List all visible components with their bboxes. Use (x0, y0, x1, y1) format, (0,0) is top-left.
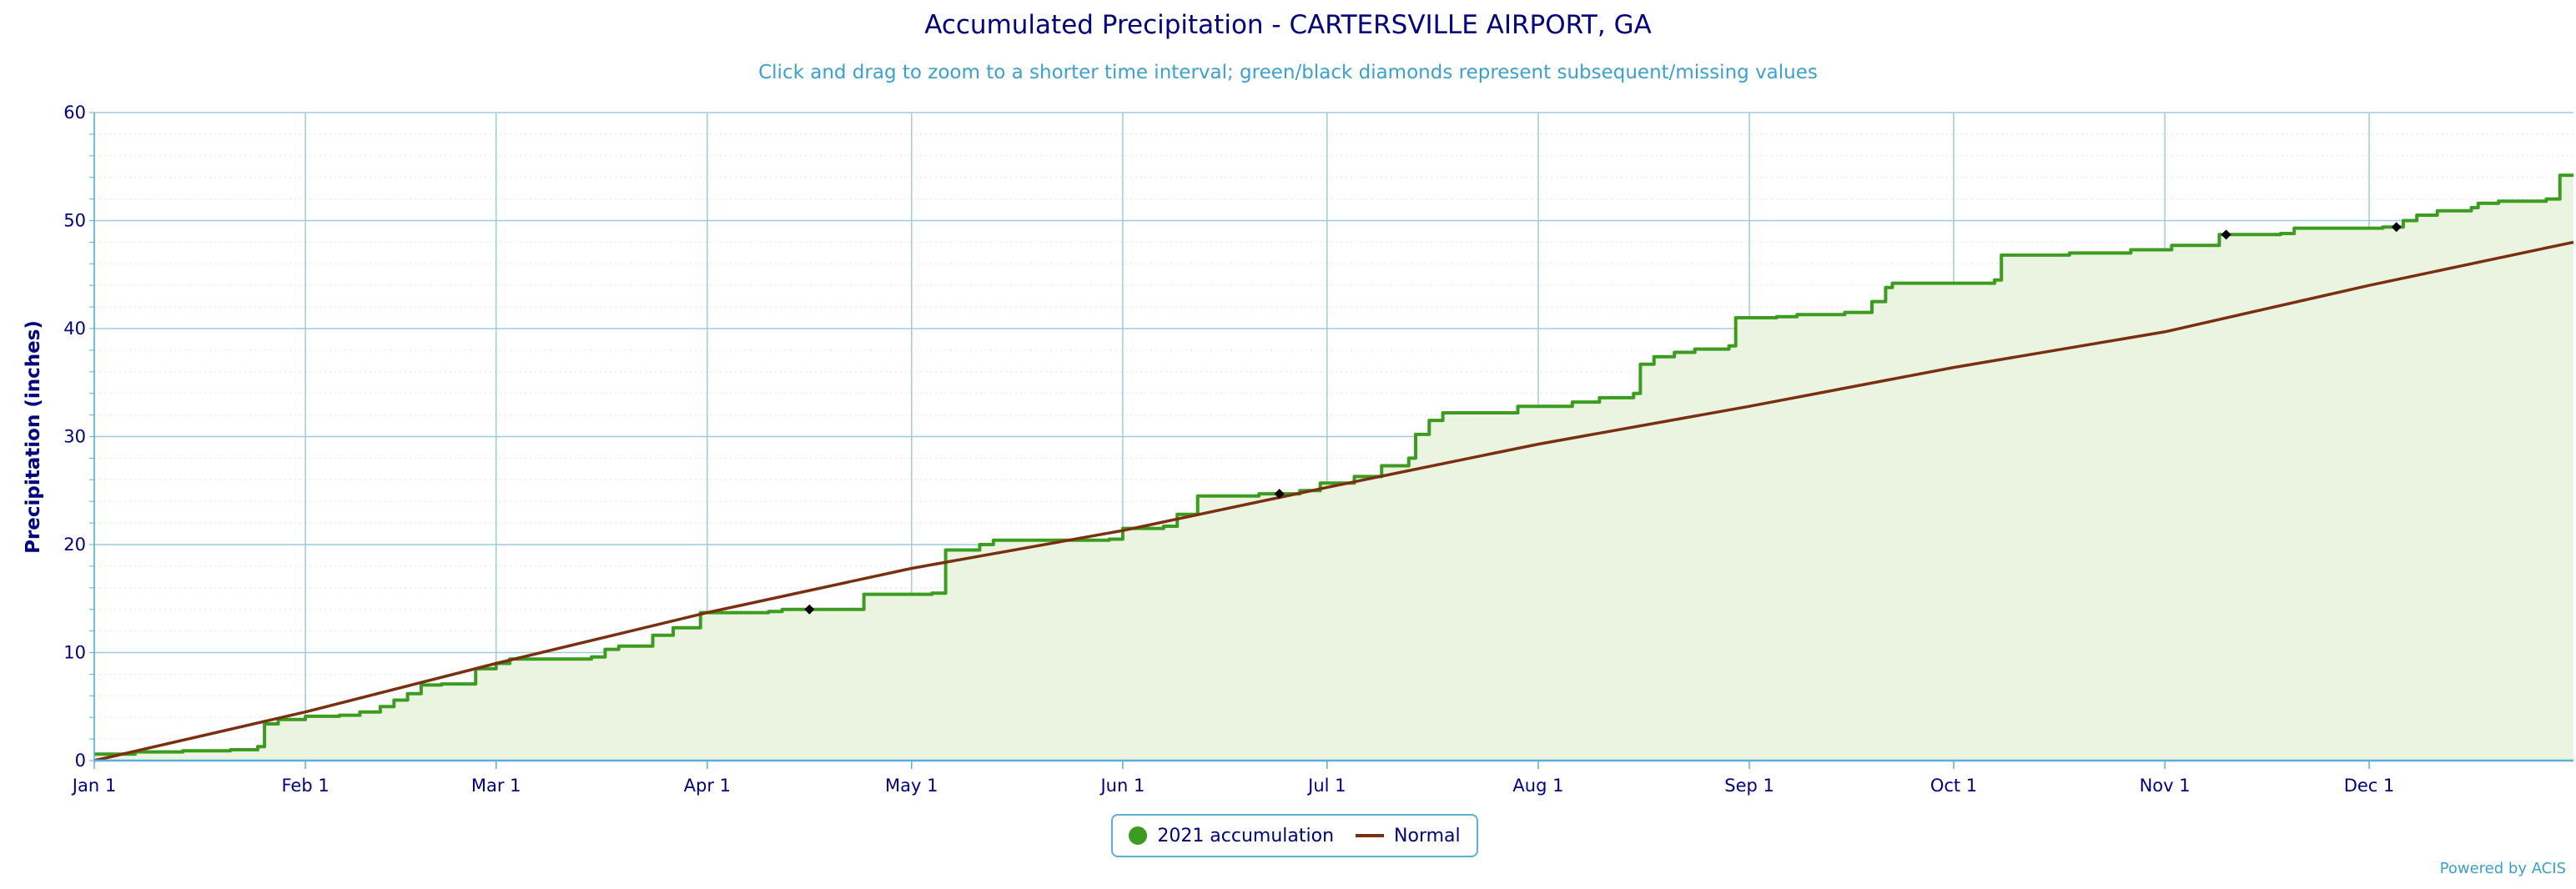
x-tick-label: Nov 1 (2140, 776, 2191, 796)
missing-value-marker (2391, 222, 2402, 233)
y-axis-label: Precipitation (inches) (23, 320, 44, 554)
y-tick-label: 50 (63, 211, 86, 231)
y-tick-label: 0 (75, 751, 86, 771)
legend-item-2021-accumulation[interactable]: 2021 accumulation (1129, 826, 1334, 846)
x-tick-label: Sep 1 (1724, 776, 1774, 796)
legend-item-normal[interactable]: Normal (1356, 826, 1461, 846)
y-tick-label: 30 (63, 427, 86, 447)
chart-title: Accumulated Precipitation - CARTERSVILLE… (924, 10, 1652, 40)
legend-label: Normal (1394, 825, 1461, 846)
y-tick-label: 40 (63, 319, 86, 339)
x-tick-label: Oct 1 (1930, 776, 1977, 796)
missing-value-marker (2221, 229, 2231, 240)
x-tick-label: Dec 1 (2344, 776, 2395, 796)
x-tick-label: Feb 1 (282, 776, 330, 796)
x-tick-label: Apr 1 (684, 776, 731, 796)
legend-line-icon (1356, 834, 1385, 837)
axis-layer: 0 10 20 30 40 50 60 Jan 1 Feb 1 Mar 1 Apr 1 May 1 Ju… (63, 103, 2573, 796)
series-layer (93, 173, 2574, 762)
missing-value-marker (804, 604, 815, 615)
legend: 2021 accumulation Normal (1111, 814, 1478, 857)
x-tick-label: Jan 1 (71, 776, 116, 796)
legend-label: 2021 accumulation (1157, 825, 1335, 846)
x-tick-label: Jun 1 (1099, 776, 1145, 796)
chart-subtitle: Click and drag to zoom to a shorter time… (758, 62, 1818, 83)
missing-value-marker (1274, 489, 1285, 500)
series-line-accumulation (94, 173, 2573, 756)
legend-dot-icon (1129, 826, 1148, 845)
x-tick-label: Aug 1 (1512, 776, 1563, 796)
series-line-normal (93, 240, 2574, 762)
x-tick-label: Jul 1 (1306, 776, 1346, 796)
x-tick-label: May 1 (885, 776, 938, 796)
y-tick-label: 60 (63, 103, 86, 123)
credits-link[interactable]: Powered by ACIS (2439, 860, 2566, 877)
y-tick-label: 10 (63, 643, 86, 663)
x-tick-label: Mar 1 (471, 776, 521, 796)
y-tick-label: 20 (63, 535, 86, 555)
